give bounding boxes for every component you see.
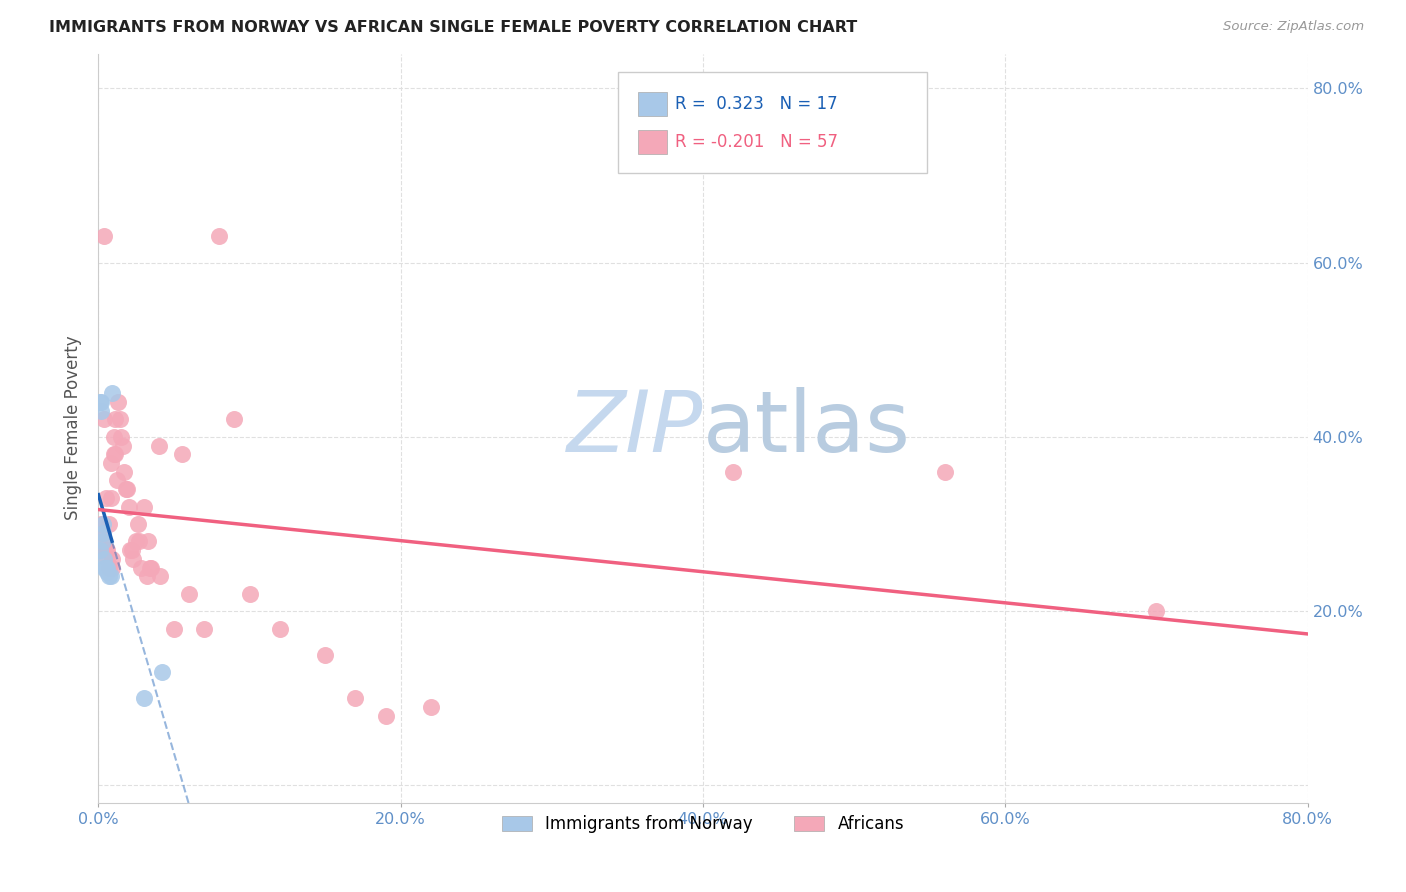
Point (141, 560, 163, 574)
Text: IMMIGRANTS FROM NORWAY VS AFRICAN SINGLE FEMALE POVERTY CORRELATION CHART: IMMIGRANTS FROM NORWAY VS AFRICAN SINGLE… (49, 20, 858, 35)
Point (89, 543, 111, 558)
Point (100, 456, 122, 470)
Point (96, 565, 118, 579)
Point (98, 516, 121, 531)
Point (208, 229, 231, 244)
Point (94, 543, 117, 558)
Text: atlas: atlas (703, 386, 911, 470)
Point (127, 516, 149, 531)
Point (93, 412, 115, 426)
Point (91, 534, 114, 549)
Point (101, 552, 124, 566)
Point (224, 412, 246, 426)
Point (129, 560, 152, 574)
Point (314, 648, 336, 662)
Point (121, 543, 143, 558)
Point (100, 491, 122, 505)
Point (148, 439, 170, 453)
Point (89, 395, 111, 409)
FancyBboxPatch shape (619, 72, 927, 173)
Point (170, 447, 193, 461)
Point (420, 700, 443, 714)
Point (91, 516, 114, 531)
Point (94, 560, 117, 574)
Point (91, 525, 114, 540)
Point (111, 439, 134, 453)
Point (723, 465, 745, 479)
Point (104, 412, 127, 426)
Point (103, 430, 125, 444)
Point (269, 622, 291, 636)
Legend: Immigrants from Norway, Africans: Immigrants from Norway, Africans (495, 808, 911, 839)
Point (107, 395, 129, 409)
Point (98, 569, 121, 583)
Text: ZIP: ZIP (567, 386, 703, 470)
Point (132, 691, 155, 706)
Point (94, 491, 117, 505)
Point (163, 622, 186, 636)
Point (104, 447, 127, 461)
Point (90, 395, 112, 409)
Point (110, 430, 132, 444)
Point (139, 560, 162, 574)
Point (108, 412, 131, 426)
FancyBboxPatch shape (638, 130, 666, 154)
Point (100, 569, 122, 583)
Point (193, 622, 215, 636)
Point (91, 534, 114, 549)
FancyBboxPatch shape (638, 93, 666, 117)
Y-axis label: Single Female Poverty: Single Female Poverty (65, 336, 83, 520)
Point (239, 587, 262, 601)
Point (96, 560, 118, 574)
Point (125, 534, 148, 549)
Point (934, 465, 956, 479)
Point (90, 516, 112, 531)
Point (150, 665, 173, 679)
Point (344, 691, 367, 706)
Point (120, 543, 142, 558)
Point (112, 465, 135, 479)
Point (128, 534, 150, 549)
Point (132, 500, 155, 514)
Text: R =  0.323   N = 17: R = 0.323 N = 17 (675, 95, 838, 113)
Point (149, 569, 172, 583)
Text: R = -0.201   N = 57: R = -0.201 N = 57 (675, 133, 838, 151)
Point (93, 229, 115, 244)
Point (91, 525, 114, 540)
Point (101, 386, 124, 401)
Point (105, 474, 128, 488)
Point (135, 569, 157, 583)
Point (103, 447, 125, 461)
Point (136, 534, 159, 549)
Point (115, 482, 138, 496)
Point (118, 500, 141, 514)
Point (114, 482, 136, 496)
Point (90, 403, 112, 417)
Point (98, 560, 121, 574)
Point (179, 587, 201, 601)
Point (93, 560, 115, 574)
Point (96, 543, 118, 558)
Point (122, 552, 145, 566)
Point (96, 552, 118, 566)
Point (101, 560, 124, 574)
Point (374, 708, 396, 723)
Point (1144, 604, 1167, 618)
Point (93, 552, 115, 566)
Text: Source: ZipAtlas.com: Source: ZipAtlas.com (1223, 20, 1364, 33)
